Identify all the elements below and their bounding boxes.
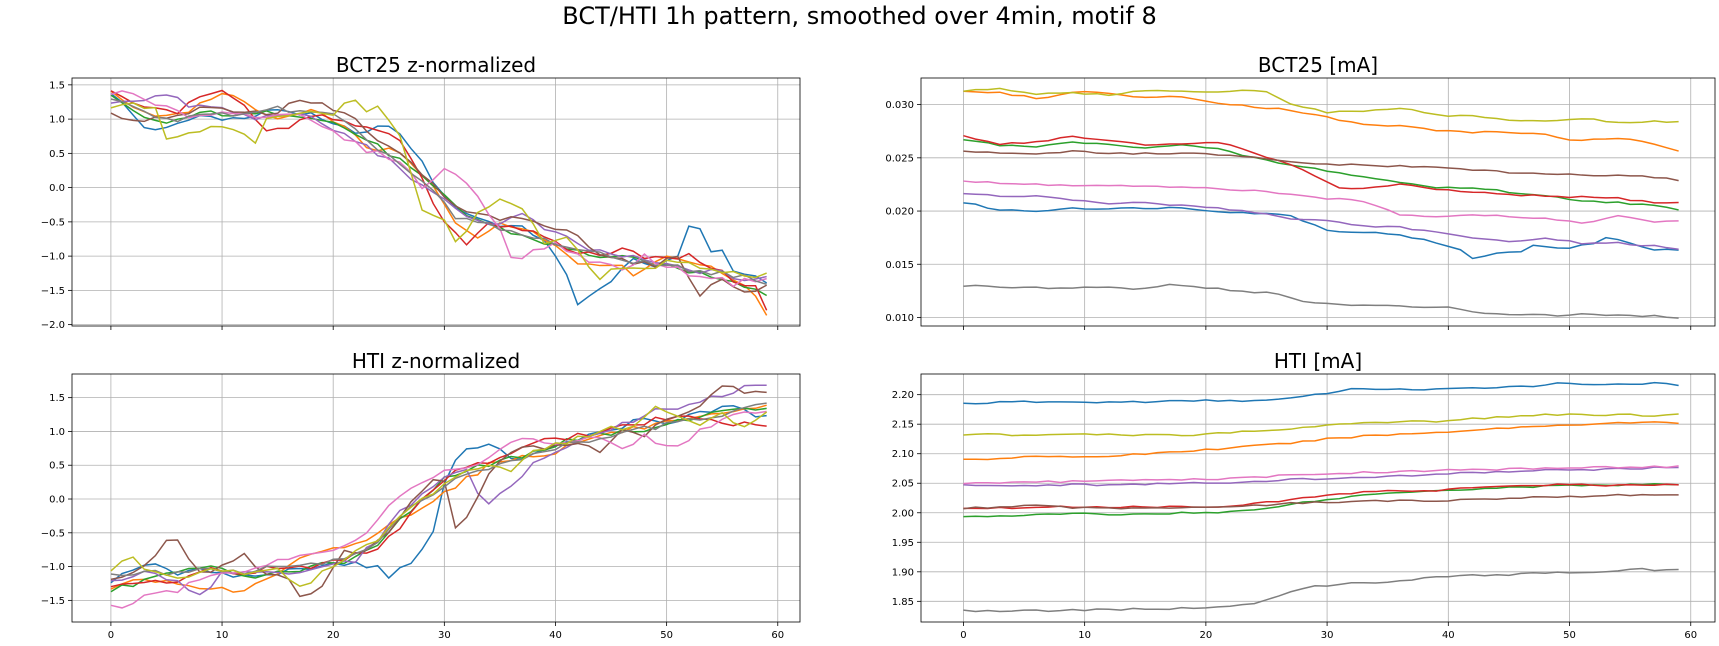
x-tick-label: 60 — [771, 630, 784, 641]
y-tick-label: 2.05 — [892, 479, 914, 490]
y-tick-label: 1.90 — [892, 567, 914, 578]
axes-bct25-z: −2.0 −1.5 −1.0 −0.5 0.0 0.5 1.0 1.5 — [41, 77, 801, 331]
series-line-4 — [110, 415, 767, 588]
figure-suptitle: BCT/HTI 1h pattern, smoothed over 4min, … — [562, 2, 1157, 30]
y-tick-label: 2.20 — [892, 390, 914, 401]
y-tick-label: 1.0 — [49, 115, 65, 126]
series-line-6 — [110, 385, 767, 598]
y-tick-label: −1.5 — [41, 596, 65, 607]
y-tick-label: −0.5 — [41, 217, 65, 228]
x-tick-label: 20 — [1200, 630, 1213, 641]
series-line-8 — [963, 567, 1679, 613]
y-tick-label: 1.85 — [892, 597, 914, 608]
series-line-2 — [110, 90, 768, 316]
y-tick-label: 1.5 — [49, 80, 65, 91]
x-tick-label: 40 — [1442, 630, 1455, 641]
series-line-5 — [963, 466, 1679, 487]
axes-frame — [71, 77, 801, 327]
y-tick-label: 0.015 — [885, 260, 914, 271]
y-tick-label: 0.030 — [885, 100, 914, 111]
axes-frame — [920, 77, 1716, 327]
series-line-1 — [963, 381, 1679, 405]
axes-frame — [920, 373, 1716, 623]
series-line-6 — [963, 493, 1679, 510]
y-tick-label: −0.5 — [41, 528, 65, 539]
y-tick-label: 0.025 — [885, 153, 914, 164]
series-line-7 — [963, 180, 1679, 224]
y-tick-label: 0.020 — [885, 207, 914, 218]
series-line-1 — [110, 404, 767, 584]
series-line-2 — [963, 90, 1679, 152]
axes-hti-ma: 0 10 20 30 40 50 60 1.85 1.90 1.95 2.00 2.05 2.10 2.1… — [892, 373, 1716, 641]
series-line-3 — [110, 407, 767, 593]
y-tick-label: 1.0 — [49, 427, 65, 438]
y-tick-label: 2.15 — [892, 420, 914, 431]
panel-title-hti-ma: HTI [mA] — [1273, 349, 1363, 373]
x-tick-label: 0 — [960, 630, 966, 641]
x-tick-label: 50 — [660, 630, 673, 641]
x-tick-label: 10 — [1078, 630, 1091, 641]
series-line-8 — [110, 98, 767, 286]
axes-bct25-ma: 0.010 0.015 0.020 0.025 0.030 — [885, 77, 1716, 330]
series-line-9 — [110, 405, 768, 588]
y-tick-label: 1.5 — [49, 393, 65, 404]
y-tick-label: 2.10 — [892, 449, 914, 460]
x-tick-label: 20 — [327, 630, 340, 641]
series-line-1 — [110, 92, 768, 306]
series-line-9 — [963, 413, 1679, 437]
y-tick-label: 1.95 — [892, 538, 914, 549]
x-tick-label: 60 — [1684, 630, 1697, 641]
x-tick-label: 30 — [1321, 630, 1334, 641]
y-tick-label: 0.0 — [49, 183, 65, 194]
series-line-6 — [963, 149, 1679, 182]
x-tick-label: 30 — [438, 630, 451, 641]
y-tick-label: 0.5 — [49, 461, 65, 472]
y-tick-label: −1.0 — [41, 562, 65, 573]
panel-title-bct25-z: BCT25 z-normalized — [335, 53, 537, 77]
series-line-3 — [963, 483, 1679, 518]
series-line-7 — [963, 465, 1679, 485]
series-line-7 — [110, 410, 767, 609]
y-tick-label: 2.00 — [892, 508, 914, 519]
series-line-2 — [963, 421, 1679, 461]
x-tick-label: 0 — [108, 630, 114, 641]
series-line-1 — [963, 202, 1679, 260]
series-line-9 — [110, 99, 767, 281]
axes-frame — [71, 373, 801, 623]
panel-title-bct25-ma: BCT25 [mA] — [1257, 53, 1379, 77]
series-line-2 — [110, 404, 767, 593]
series-line-3 — [963, 139, 1679, 211]
series-line-4 — [110, 89, 768, 311]
x-tick-label: 40 — [549, 630, 562, 641]
y-tick-label: −1.5 — [41, 286, 65, 297]
series-line-8 — [963, 283, 1679, 319]
y-tick-label: 0.010 — [885, 313, 914, 324]
y-tick-label: −1.0 — [41, 252, 65, 263]
y-tick-label: −2.0 — [41, 320, 65, 331]
series-line-4 — [963, 134, 1679, 204]
panel-title-hti-z: HTI z-normalized — [351, 349, 521, 373]
series-line-5 — [963, 192, 1679, 251]
axes-hti-z: 0 10 20 30 40 50 60 −1.5 −1.0 −0.5 0.0 0.5 1.0 1.5 — [41, 373, 801, 641]
y-tick-label: 0.0 — [49, 495, 65, 506]
series-line-9 — [963, 87, 1679, 124]
x-tick-label: 10 — [216, 630, 229, 641]
y-tick-label: 0.5 — [49, 149, 65, 160]
x-tick-label: 50 — [1563, 630, 1576, 641]
